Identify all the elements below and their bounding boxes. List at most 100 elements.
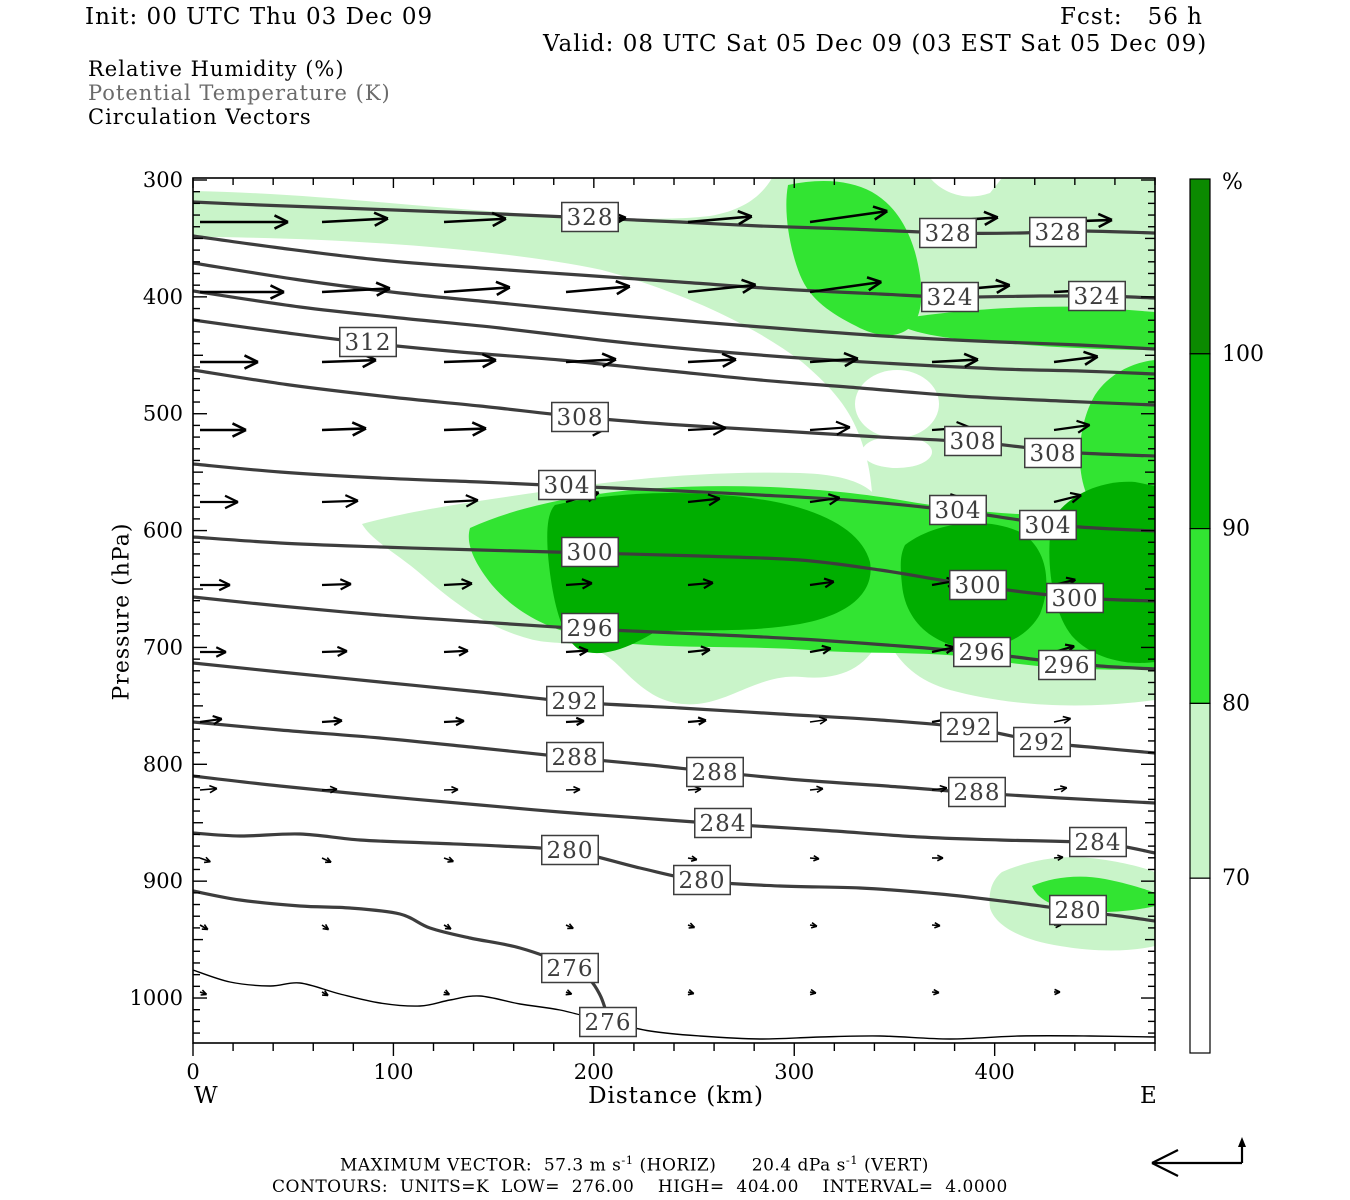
wind-vector xyxy=(931,352,979,368)
contour-label-300: 300 xyxy=(949,569,1007,601)
wind-vector xyxy=(687,989,695,996)
wind-vector xyxy=(809,855,820,862)
colorbar-unit-label: % xyxy=(1222,170,1243,195)
axes-layer: 0 100 200 300 400 300 400 500 600 700 800 900 1000 xyxy=(130,168,1156,1084)
contour-label-296: 296 xyxy=(953,636,1011,668)
contour-label-288: 288 xyxy=(948,776,1006,808)
wind-vector xyxy=(931,988,940,996)
svg-text:276: 276 xyxy=(547,956,594,982)
rh-region-<70 xyxy=(855,370,939,438)
svg-text:292: 292 xyxy=(946,715,993,741)
contour-label-300: 300 xyxy=(561,536,619,568)
contour-line-284 xyxy=(193,774,1155,855)
param-circulation-vectors: Circulation Vectors xyxy=(88,105,312,129)
y-tick-label: 800 xyxy=(143,752,183,776)
wind-vector xyxy=(687,493,721,507)
contour-label-288: 288 xyxy=(686,756,744,788)
colorbar-label: 100 xyxy=(1222,342,1264,367)
wind-vector xyxy=(1053,419,1091,434)
wind-vector xyxy=(200,578,231,592)
svg-text:280: 280 xyxy=(547,838,594,864)
wind-vector xyxy=(1053,715,1072,725)
svg-text:308: 308 xyxy=(557,405,604,431)
contour-label-328: 328 xyxy=(1029,216,1087,248)
wind-vector xyxy=(199,924,209,931)
wind-vector xyxy=(443,645,469,657)
wind-vector xyxy=(809,644,832,655)
max-vector-vert: 20.4 dPa s xyxy=(716,1155,846,1176)
svg-text:312: 312 xyxy=(345,330,392,356)
contour-line-328 xyxy=(193,200,1155,235)
colorbar-label: 70 xyxy=(1222,866,1250,891)
wind-vector xyxy=(1053,491,1082,504)
y-tick-label: 600 xyxy=(143,519,183,543)
wind-vector xyxy=(565,923,574,930)
contour-label-304: 304 xyxy=(538,469,596,501)
contour-label-284: 284 xyxy=(1069,826,1127,858)
y-tick-label: 500 xyxy=(143,402,183,426)
wind-vector xyxy=(199,784,218,794)
contour-label-288: 288 xyxy=(546,741,604,773)
wind-vector xyxy=(1054,988,1061,996)
wind-vector xyxy=(931,921,941,929)
contour-info: CONTOURS: UNITS=K LOW= 276.00 HIGH= 404.… xyxy=(272,1177,1008,1197)
wind-vector xyxy=(443,352,497,369)
wind-vector xyxy=(1053,350,1099,366)
max-vector-horiz-unit: (HORIZ) xyxy=(633,1155,717,1176)
contour-label-284: 284 xyxy=(694,807,752,839)
contour-label-304: 304 xyxy=(1019,509,1077,541)
svg-text:280: 280 xyxy=(679,868,726,894)
contour-line-276 xyxy=(193,969,1155,1040)
colorbar-segment xyxy=(1189,702,1211,879)
colorbar-segment xyxy=(1189,353,1211,530)
wind-vector xyxy=(687,352,737,368)
x-tick-label: 200 xyxy=(574,1060,614,1084)
wind-vector xyxy=(809,493,841,506)
wind-vector xyxy=(687,209,753,226)
wind-vector xyxy=(809,785,824,793)
wind-vector xyxy=(199,989,208,996)
wind-vector xyxy=(321,645,348,657)
colorbar-label: 80 xyxy=(1222,691,1250,716)
param-potential-temperature: Potential Temperature (K) xyxy=(88,81,391,105)
wind-vector xyxy=(1053,785,1068,793)
wind-vector xyxy=(443,785,459,794)
contour-label-280: 280 xyxy=(673,864,731,896)
x-tick-label: 100 xyxy=(373,1060,413,1084)
svg-text:296: 296 xyxy=(959,640,1006,666)
wind-vector xyxy=(443,280,511,296)
wind-vector xyxy=(200,646,227,658)
wind-vector xyxy=(687,278,757,294)
svg-text:292: 292 xyxy=(552,689,599,715)
contour-label-296: 296 xyxy=(1038,649,1096,681)
wind-vector xyxy=(687,421,727,436)
max-vector-info: MAXIMUM VECTOR: 57.3 m s-1 (HORIZ) 20.4 … xyxy=(340,1153,929,1176)
wind-vector xyxy=(200,284,285,300)
wind-vector xyxy=(565,989,573,996)
wind-vector xyxy=(687,716,707,726)
wind-vector xyxy=(809,577,835,589)
svg-text:288: 288 xyxy=(692,760,739,786)
wind-vector xyxy=(565,279,631,296)
wind-vector xyxy=(687,645,711,656)
contour-label-312: 312 xyxy=(339,326,397,358)
contour-label-292: 292 xyxy=(940,711,998,743)
wind-vector xyxy=(321,281,391,297)
colorbar: 100 90 80 70% xyxy=(1189,170,1264,1054)
wind-vector xyxy=(321,785,338,794)
contour-label-276: 276 xyxy=(541,952,599,984)
wind-vector xyxy=(1053,854,1064,861)
wind-vector xyxy=(809,716,828,725)
contour-label-276: 276 xyxy=(579,1006,637,1038)
east-end-label: E xyxy=(1140,1083,1157,1109)
wind-vector xyxy=(809,420,851,436)
svg-text:296: 296 xyxy=(1044,653,1091,679)
wind-vector xyxy=(443,923,452,930)
wind-vector xyxy=(200,214,289,230)
svg-text:300: 300 xyxy=(567,540,614,566)
wind-vector xyxy=(200,354,259,370)
max-vector-vert-unit: (VERT) xyxy=(858,1155,929,1176)
contour-line-276 xyxy=(193,889,607,1010)
wind-vector xyxy=(443,421,487,437)
